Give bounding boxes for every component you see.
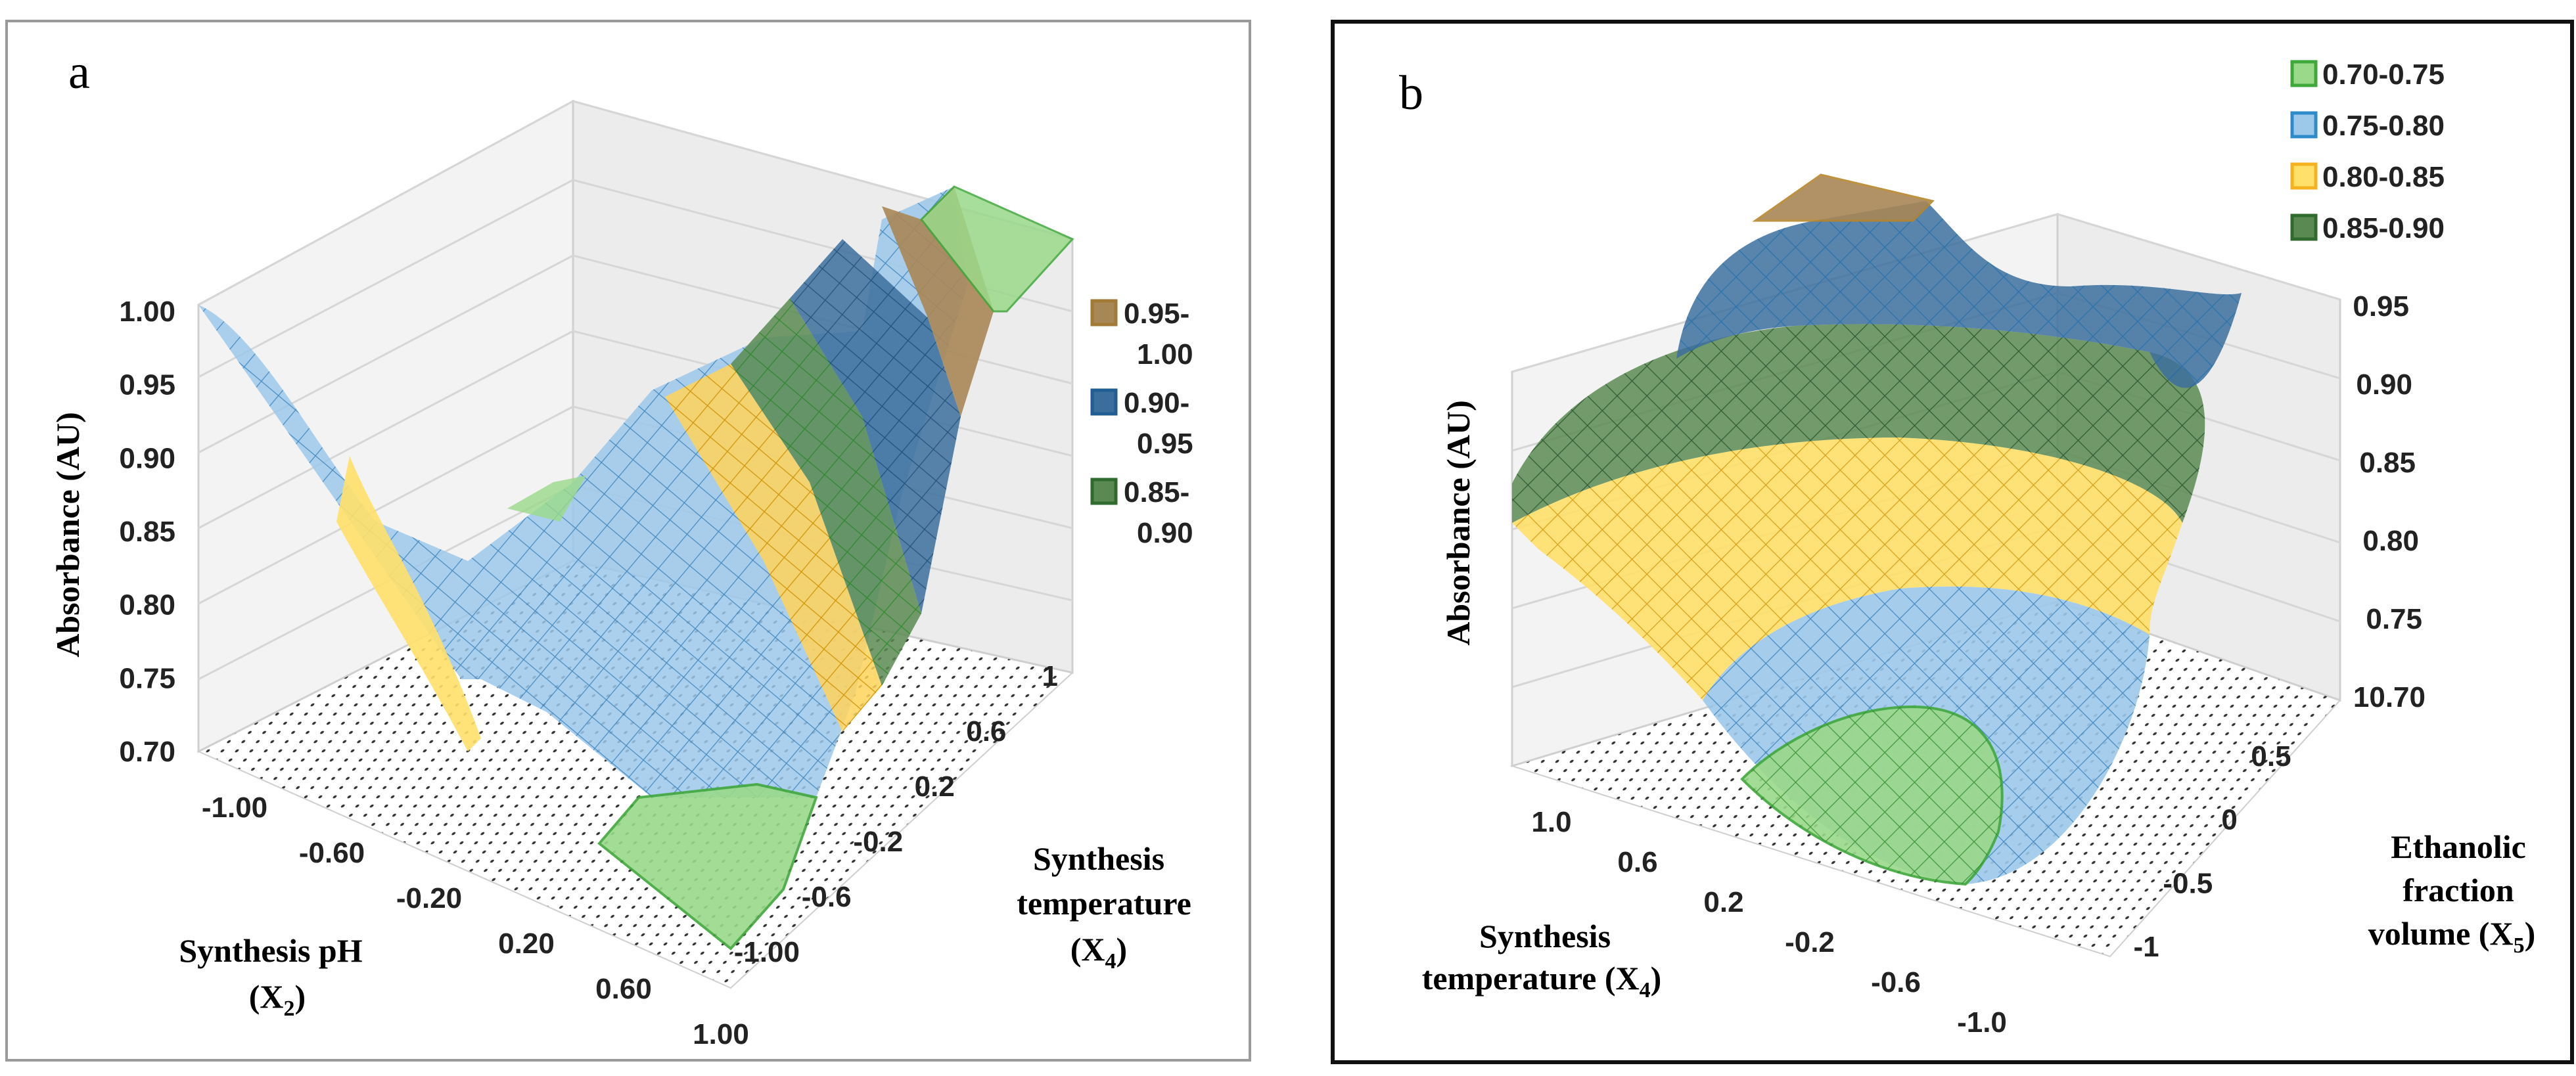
chart-a-svg: a 1.000.950.900.850.800.750.70 -1.00-0.6…	[49, 45, 1193, 1050]
chart-b-x-tick-label: 1.0	[1531, 806, 1571, 838]
chart-a-z-tick-label: 0.95	[119, 369, 175, 401]
chart-b-panel-label: b	[1399, 66, 1423, 120]
chart-a-y-axis-label-line1: Synthesis	[1033, 840, 1164, 877]
chart-a-panel-label: a	[68, 45, 90, 99]
chart-a-band-green-bottom	[597, 782, 818, 951]
chart-a-band-dark-green-mesh	[731, 298, 921, 686]
chart-b-y-axis-label-line2: fraction	[2403, 872, 2514, 908]
chart-a-y-tick-label: -0.2	[853, 826, 903, 858]
chart-a-y-tick-label: 0.6	[966, 715, 1006, 748]
chart-b-legend: 0.70-0.75 0.75-0.80 0.80-0.85 0.85-0.90	[2290, 58, 2445, 244]
chart-b-y-tick-label: 0.5	[2251, 740, 2291, 773]
chart-a-legend-label: 0.90-	[1124, 387, 1189, 419]
chart-a-legend-swatch	[1090, 478, 1118, 505]
chart-b-y-tick-label: 0	[2221, 804, 2237, 836]
chart-a-band-green-top	[919, 185, 1074, 313]
chart-b-legend-label: 0.70-0.75	[2322, 58, 2445, 91]
chart-a-legend-label: 0.90	[1137, 517, 1193, 549]
chart-a-legend-swatch	[1090, 299, 1118, 326]
chart-a-y-axis-label-line3: (X4)	[1070, 931, 1127, 974]
chart-b-legend-label: 0.85-0.90	[2322, 212, 2445, 244]
chart-b-legend-swatch	[2290, 111, 2318, 139]
chart-b-x-axis-label-line2: temperature (X4)	[1422, 960, 1662, 1002]
chart-a-x-tick-label: -0.20	[396, 882, 462, 914]
chart-b-x-tick-label: -0.2	[1785, 926, 1835, 958]
chart-a-x-tick-label: -1.00	[202, 792, 267, 824]
chart-a-x-axis-label-line2: (X2)	[249, 978, 306, 1021]
chart-b-x-tick-label: -0.6	[1871, 966, 1921, 998]
chart-a-x-tick-label: -0.60	[299, 837, 365, 869]
chart-a-z-tick-label: 1.00	[119, 296, 175, 328]
chart-b-band-brown	[1752, 173, 1935, 222]
chart-a-x-axis-label-line1: Synthesis pH	[179, 932, 362, 969]
chart-a-x-tick-label: 0.20	[498, 928, 555, 960]
chart-a-band-green-saddle	[507, 476, 586, 522]
chart-a-z-tick-label: 0.90	[119, 442, 175, 474]
chart-b-z-tick-label: 10.70	[2353, 681, 2426, 713]
chart-a-z-axis-label: Absorbance (AU)	[49, 412, 86, 658]
chart-b-z-tick-label: 0.85	[2359, 447, 2416, 479]
chart-b-z-tick-label: 0.80	[2362, 525, 2419, 557]
chart-a-y-tick-label: -1.00	[734, 936, 800, 968]
chart-b-legend-swatch	[2290, 60, 2318, 87]
chart-b-svg: b 0.95 0.90 0.85 0.80 0.75 10.70 1.0 0.6 0.2 -0.…	[1399, 58, 2535, 1039]
chart-a-legend-label: 0.95-	[1124, 298, 1189, 330]
chart-b-z-axis-label: Absorbance (AU)	[1440, 400, 1477, 646]
chart-b-y-tick-label: -1	[2133, 931, 2159, 963]
chart-b-z-tick-label: 0.95	[2353, 290, 2409, 323]
chart-b-y-tick-label: -0.5	[2163, 867, 2213, 899]
chart-a-z-tick-label: 0.80	[119, 589, 175, 621]
chart-a-z-tick-label: 0.85	[119, 516, 175, 548]
chart-b-z-ticks: 0.95 0.90 0.85 0.80 0.75 10.70	[2353, 290, 2426, 713]
chart-a-z-tick-label: 0.75	[119, 662, 175, 694]
chart-a-band-yellow-left	[336, 456, 481, 751]
chart-a-x-tick-label: 0.60	[595, 973, 652, 1005]
chart-b-band-yellow-mesh	[1512, 437, 2182, 700]
chart-a-y-tick-label: 0.2	[915, 771, 955, 803]
chart-b-z-tick-label: 0.90	[2356, 369, 2412, 401]
chart-a-legend-label: 0.95	[1137, 428, 1193, 460]
chart-b-legend-label: 0.75-0.80	[2322, 110, 2445, 142]
chart-b-surface	[1512, 173, 2242, 886]
chart-a-y-axis-label-line2: temperature	[1017, 885, 1191, 922]
chart-a-legend-label: 1.00	[1137, 338, 1193, 370]
chart-a-band-dark-blue-mesh	[790, 239, 961, 614]
chart-a-y-ticks: 1 0.6 0.2 -0.2-0.6-1.00	[734, 660, 1058, 968]
chart-b-band-dark-green-mesh	[1512, 324, 2205, 523]
chart-a-z-ticks: 1.00 0.95 0.90 0.85 0.80 0.75 0.70	[119, 296, 175, 768]
chart-a-y-tick-label: -0.6	[802, 881, 852, 913]
chart-a-legend-label: 0.85-	[1124, 476, 1189, 508]
chart-a-x-ticks: -1.00 -0.60 -0.20 0.20 0.60 1.00	[202, 792, 749, 1050]
chart-panel-b: b 0.95 0.90 0.85 0.80 0.75 10.70 1.0 0.6 0.2 -0.…	[1331, 20, 2574, 1064]
chart-a-z-tick-label: 0.70	[119, 736, 175, 768]
chart-b-x-tick-label: 0.6	[1617, 846, 1657, 878]
chart-a-x-tick-label: 1.00	[693, 1018, 749, 1050]
chart-b-band-green-mesh	[1742, 707, 2002, 884]
chart-b-x-axis-label-line1: Synthesis	[1479, 918, 1611, 954]
chart-b-x-ticks: 1.0 0.6 0.2 -0.2 -0.6 -1.0	[1531, 806, 2007, 1039]
chart-panel-a: a 1.00 0.95 0.90 0.85 0.80 0.75 0.70 -1.00 -0.6…	[5, 20, 1251, 1062]
chart-b-x-tick-label: -1.0	[1957, 1006, 2007, 1039]
chart-b-y-ticks: 0.5 0-0.5-1	[2133, 740, 2291, 963]
chart-b-z-tick-label: 0.75	[2366, 603, 2422, 635]
chart-b-y-axis-label-line3: volume (X5)	[2368, 915, 2535, 958]
chart-a-legend-swatch	[1090, 388, 1118, 416]
chart-b-legend-label: 0.80-0.85	[2322, 161, 2445, 193]
chart-a-legend: 0.95- 1.00 0.90- 0.95 0.85- 0.90	[1090, 298, 1193, 549]
chart-b-y-axis-label-line1: Ethanolic	[2391, 828, 2526, 865]
chart-a-surface	[198, 185, 1074, 951]
chart-b-legend-swatch	[2290, 162, 2318, 190]
chart-a-y-tick-label: 1	[1042, 660, 1058, 692]
chart-a-band-yellow-right-mesh	[665, 364, 882, 732]
chart-b-x-tick-label: 0.2	[1703, 886, 1743, 918]
chart-b-legend-swatch	[2290, 213, 2318, 241]
chart-b-band-dark-blue-mesh	[1676, 201, 2242, 388]
